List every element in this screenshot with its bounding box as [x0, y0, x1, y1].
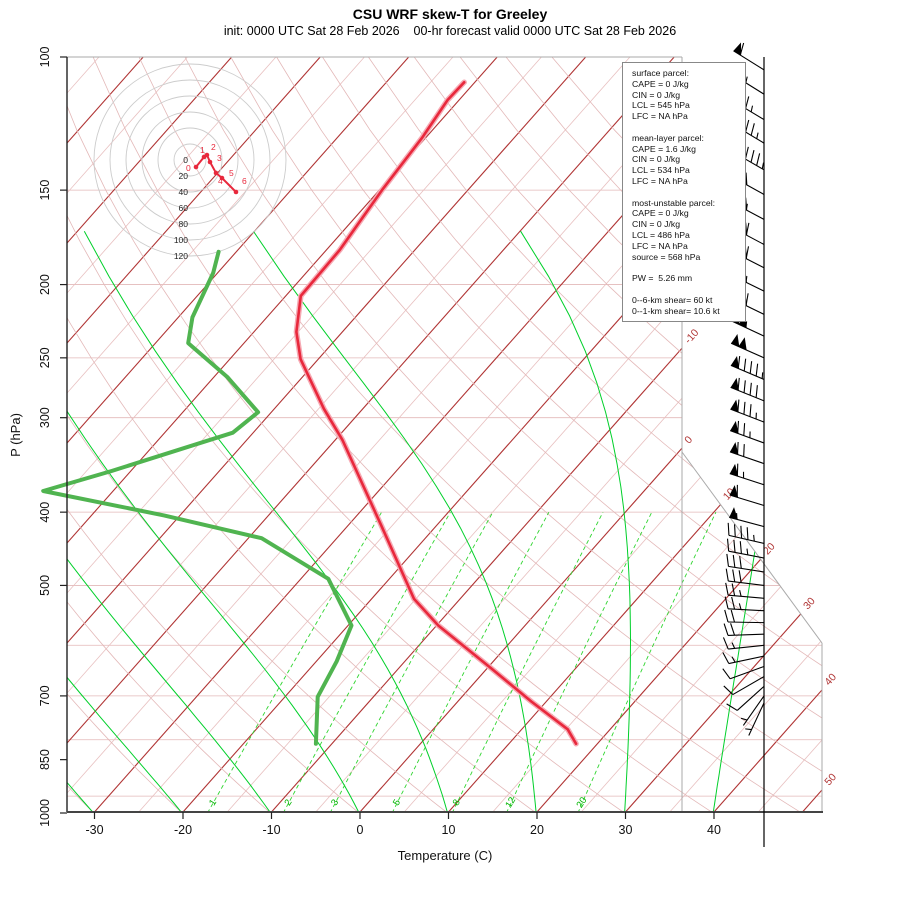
page-subtitle: init: 0000 UTC Sat 28 Feb 2026 00-hr for… [223, 24, 677, 38]
isotherm-label: 30 [801, 595, 818, 612]
isotherm-label: -10 [682, 327, 701, 346]
hodograph-ring-label: 120 [174, 251, 188, 261]
info-box-line: 0--6-km shear= 60 kt [632, 294, 713, 305]
info-box-line: CAPE = 0 J/kg [632, 78, 689, 89]
info-box-line: CIN = 0 J/kg [632, 154, 681, 165]
info-box-line: 0--1-km shear= 10.6 kt [632, 305, 720, 316]
isotherm-label: 50 [822, 771, 839, 788]
isotherm-label: 40 [822, 671, 839, 688]
hodograph-km-label: 6 [242, 176, 247, 186]
x-axis-title: Temperature (C) [398, 848, 493, 863]
y-tick-label: 1000 [38, 799, 52, 827]
mixing-ratio-label: 1 [207, 798, 219, 808]
dewpoint-curve [41, 249, 354, 746]
info-box-line: CAPE = 1.6 J/kg [632, 143, 696, 154]
info-box-line: PW = 5.26 mm [632, 273, 693, 284]
parcel-info-box: surface parcel: CAPE = 0 J/kg CIN = 0 J/kg… [622, 62, 746, 323]
y-tick-label: 200 [38, 274, 52, 295]
x-tick-label: 20 [530, 823, 544, 837]
info-box-line [632, 187, 741, 198]
hodograph-ring-label: 20 [179, 171, 189, 181]
y-tick-label: 250 [38, 347, 52, 368]
info-box-line [632, 284, 741, 295]
hodograph-ring-label: 80 [179, 219, 189, 229]
y-axis-title: P (hPa) [8, 413, 23, 457]
info-box-line: LFC = NA hPa [632, 240, 688, 251]
mixing-ratio-lines [207, 511, 717, 812]
x-tick-label: -10 [262, 823, 280, 837]
y-tick-label: 150 [38, 180, 52, 201]
hodograph-km-label: 1 [200, 145, 205, 155]
mixing-ratio-label: 2 [282, 798, 294, 808]
info-box-line: LCL = 545 hPa [632, 100, 690, 111]
hodograph-km-label: 3 [217, 153, 222, 163]
info-box-line: CIN = 0 J/kg [632, 219, 681, 230]
mixing-ratio-label: 3 [329, 798, 341, 808]
hodograph-km-label: 4 [218, 176, 223, 186]
info-box-line: LCL = 486 hPa [632, 229, 690, 240]
info-box-line: LFC = NA hPa [632, 175, 688, 186]
y-tick-label: 700 [38, 685, 52, 706]
y-tick-label: 850 [38, 749, 52, 770]
info-box-line [632, 262, 741, 273]
mixing-ratio-label: 20 [575, 795, 590, 810]
info-box-line: CAPE = 0 J/kg [632, 208, 689, 219]
y-tick-label: 500 [38, 575, 52, 596]
info-box-line: source = 568 hPa [632, 251, 701, 262]
info-box-line: CIN = 0 J/kg [632, 89, 681, 100]
x-tick-label: -30 [85, 823, 103, 837]
isotherm-label: 0 [682, 434, 695, 446]
temperature-curve [295, 81, 578, 746]
hodograph-km-label: 0 [186, 163, 191, 173]
x-tick-label: 10 [442, 823, 456, 837]
info-box-line: LCL = 534 hPa [632, 165, 690, 176]
x-tick-label: 0 [357, 823, 364, 837]
hodograph-km-label: 5 [229, 168, 234, 178]
grid-layer [67, 57, 822, 812]
temperature-curve-halo [293, 79, 579, 747]
mixing-ratio-label: 5 [391, 798, 403, 808]
hodograph-ring-label: 0 [183, 155, 188, 165]
hodograph-ring-label: 60 [179, 203, 189, 213]
wind-barbs [722, 42, 765, 847]
x-tick-label: 40 [707, 823, 721, 837]
info-box-line: mean-layer parcel: [632, 132, 704, 143]
info-box-line: LFC = NA hPa [632, 111, 688, 122]
page-title: CSU WRF skew-T for Greeley [352, 6, 548, 22]
axes: -30 -20 -10 0 10 20 30 401001502002503004005007… [8, 47, 823, 863]
pressure-gridlines [67, 189, 822, 797]
mixing-ratio-label: 12 [503, 795, 518, 810]
mixing-ratio-labels: 1 2 3 5 8 12 20 [207, 795, 589, 810]
hodograph-ring-label: 100 [174, 235, 188, 245]
info-box-line [632, 122, 741, 133]
x-tick-label: -20 [174, 823, 192, 837]
x-tick-label: 30 [619, 823, 633, 837]
y-tick-label: 300 [38, 407, 52, 428]
mixing-ratio-label: 8 [451, 798, 463, 808]
info-box-line: surface parcel: [632, 68, 689, 78]
hodograph-km-label: 2 [211, 142, 216, 152]
y-tick-label: 100 [38, 47, 52, 68]
y-tick-label: 400 [38, 502, 52, 523]
info-box-line: most-unstable parcel: [632, 197, 716, 208]
hodograph-ring-label: 40 [179, 187, 189, 197]
